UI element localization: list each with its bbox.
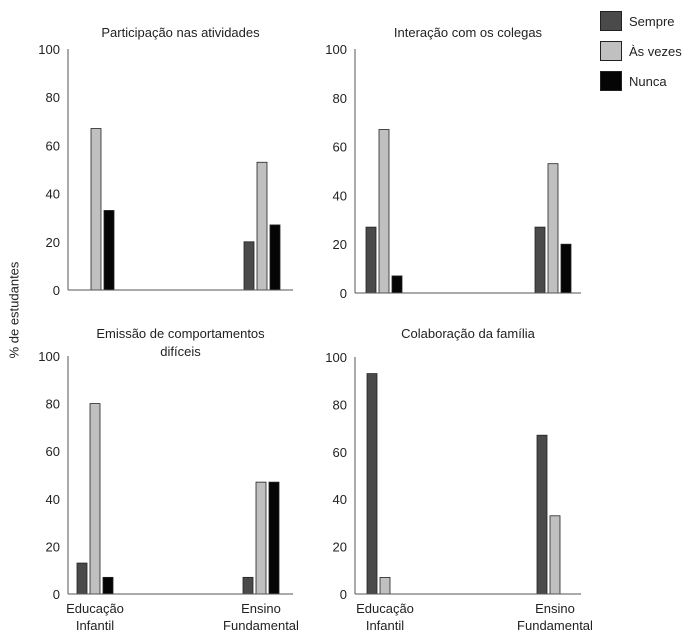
panel2-ytick-100: 100 [325, 42, 347, 57]
panel4-ytick-20: 20 [333, 540, 347, 555]
panel3-xtick-1-line-1: Educação [66, 601, 124, 616]
panel2-title-line-1: Interação com os colegas [394, 25, 543, 40]
panel3-ytick-100: 100 [38, 349, 60, 364]
legend-item-as-vezes: Às vezes [600, 36, 682, 66]
panel1-title-line-1: Participação nas atividades [101, 25, 260, 40]
panel2-bar-as-vezes-1 [378, 129, 390, 294]
y-axis-label-container: % de estudantes [2, 230, 26, 390]
panel4-title-line-1: Colaboração da família [401, 326, 535, 341]
panel2-ytick-60: 60 [333, 140, 347, 155]
panel3-ytick-0: 0 [53, 587, 60, 602]
panel1-bar-as-vezes-2 [256, 161, 268, 291]
panel1-ytick-100: 100 [38, 42, 60, 57]
panel3-ytick-80: 80 [46, 397, 60, 412]
panel3-bar-as-vezes-2 [255, 481, 267, 595]
panel3-title-line-1: Emissão de comportamentos [96, 326, 265, 341]
panel1-bar-as-vezes-1 [90, 128, 102, 291]
panel1-ytick-60: 60 [46, 138, 60, 153]
panel1-bar-nunca-1 [103, 210, 115, 291]
panel4-ytick-80: 80 [333, 397, 347, 412]
panel1-ytick-0: 0 [53, 283, 60, 298]
panel3-xtick-2-line-1: Ensino [241, 601, 281, 616]
panel2-bar-sempre-1 [365, 226, 377, 294]
panel4-ytick-0: 0 [340, 587, 347, 602]
legend-swatch-sempre [600, 11, 622, 31]
panel3-bar-sempre-1 [76, 562, 88, 595]
legend-item-sempre: Sempre [600, 6, 682, 36]
panel1-ytick-80: 80 [46, 90, 60, 105]
panel1-bar-sempre-2 [243, 241, 255, 291]
y-axis-label: % de estudantes [6, 261, 22, 359]
panel2-ytick-80: 80 [333, 91, 347, 106]
panel3-xtick-2-line-2: Fundamental [223, 618, 299, 633]
panel1-ytick-40: 40 [46, 187, 60, 202]
panel4-bar-sempre-2 [536, 434, 548, 595]
panel4-bar-as-vezes-1 [379, 577, 391, 595]
panel1-bar-nunca-2 [269, 224, 281, 291]
panel2-ytick-20: 20 [333, 237, 347, 252]
legend-swatch-as-vezes [600, 41, 622, 61]
panel2-bar-nunca-1 [391, 275, 403, 294]
panel3-bar-sempre-2 [242, 576, 254, 595]
panel1-ytick-20: 20 [46, 235, 60, 250]
panel3-bar-as-vezes-1 [89, 403, 101, 595]
legend-label-as-vezes: Às vezes [629, 43, 682, 59]
panel3-title-line-2: difíceis [160, 344, 201, 359]
legend: Sempre Às vezes Nunca [600, 6, 682, 96]
panel2-bar-as-vezes-2 [547, 163, 559, 294]
panel3-xtick-1-line-2: Infantil [76, 618, 114, 633]
legend-label-nunca: Nunca [629, 73, 667, 89]
panel4-bar-as-vezes-2 [549, 515, 561, 595]
legend-label-sempre: Sempre [629, 13, 675, 29]
panel3-bar-nunca-2 [268, 481, 280, 595]
panel2-ytick-40: 40 [333, 188, 347, 203]
panel2-ytick-0: 0 [340, 286, 347, 301]
panel2-bar-nunca-2 [560, 243, 572, 294]
panel4-xtick-2-line-2: Fundamental [517, 618, 593, 633]
panel3-bar-nunca-1 [102, 576, 114, 595]
panel4-bar-sempre-1 [366, 373, 378, 595]
panel4-ytick-40: 40 [333, 492, 347, 507]
legend-item-nunca: Nunca [600, 66, 682, 96]
panel4-xtick-1-line-1: Educação [356, 601, 414, 616]
panel4-xtick-2-line-1: Ensino [535, 601, 575, 616]
legend-swatch-nunca [600, 71, 622, 91]
panel3-ytick-40: 40 [46, 492, 60, 507]
panel3-ytick-20: 20 [46, 539, 60, 554]
panel4-ytick-60: 60 [333, 445, 347, 460]
panel2-bar-sempre-2 [534, 226, 546, 294]
panel4-ytick-100: 100 [325, 350, 347, 365]
panel4-xtick-1-line-2: Infantil [366, 618, 404, 633]
panel3-ytick-60: 60 [46, 444, 60, 459]
